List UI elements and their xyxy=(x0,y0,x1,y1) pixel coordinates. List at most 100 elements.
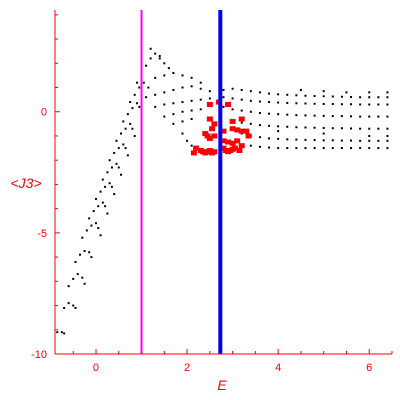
data-point xyxy=(368,147,371,150)
data-point xyxy=(368,103,371,106)
data-point xyxy=(331,127,334,130)
data-point xyxy=(154,76,157,79)
data-point xyxy=(211,121,218,127)
data-point xyxy=(181,74,184,77)
data-point xyxy=(322,102,325,105)
data-point xyxy=(386,134,389,137)
data-point xyxy=(211,133,218,139)
data-point xyxy=(135,81,138,84)
data-point xyxy=(110,166,113,169)
data-point xyxy=(163,103,166,106)
data-point xyxy=(211,149,218,155)
data-point xyxy=(350,103,353,106)
data-point xyxy=(67,285,70,288)
data-point xyxy=(120,132,123,135)
data-point xyxy=(350,127,353,130)
data-point xyxy=(135,102,138,105)
data-point xyxy=(286,147,289,150)
data-point xyxy=(181,110,184,113)
data-point xyxy=(322,132,325,135)
data-point xyxy=(90,224,93,227)
data-point xyxy=(115,139,118,142)
data-point xyxy=(190,85,193,88)
data-point xyxy=(234,138,241,144)
data-point xyxy=(240,98,243,101)
data-point xyxy=(238,128,245,134)
data-point xyxy=(249,122,252,125)
data-point xyxy=(340,115,343,118)
data-point xyxy=(208,90,211,93)
data-point xyxy=(88,251,91,254)
data-point xyxy=(72,277,75,280)
data-point xyxy=(350,115,353,118)
data-point xyxy=(108,182,111,185)
data-point xyxy=(277,137,280,140)
data-point xyxy=(231,145,238,151)
data-point xyxy=(234,127,241,133)
data-point xyxy=(377,96,380,99)
data-point xyxy=(313,102,316,105)
data-point xyxy=(76,273,79,276)
data-point xyxy=(110,185,113,188)
data-point xyxy=(206,116,213,122)
data-point xyxy=(377,147,380,150)
data-point xyxy=(147,86,150,89)
data-point xyxy=(231,108,234,111)
data-point xyxy=(268,92,271,95)
data-point xyxy=(97,227,100,230)
data-point xyxy=(108,159,111,162)
data-point xyxy=(90,256,93,259)
data-point xyxy=(133,93,136,96)
data-point xyxy=(277,113,280,116)
data-point xyxy=(386,147,389,150)
data-point xyxy=(304,94,307,97)
data-point xyxy=(322,90,325,93)
data-point xyxy=(368,91,371,94)
data-point xyxy=(386,127,389,130)
data-point xyxy=(340,103,343,106)
data-point xyxy=(209,126,216,132)
data-point xyxy=(377,127,380,130)
data-point xyxy=(94,197,97,200)
data-point xyxy=(163,91,166,94)
data-point xyxy=(94,222,97,225)
data-point xyxy=(368,134,371,137)
data-point xyxy=(113,151,116,154)
data-point xyxy=(129,101,132,104)
data-point xyxy=(154,105,157,108)
data-point xyxy=(124,127,127,130)
data-point xyxy=(145,96,148,99)
data-point xyxy=(240,121,243,124)
y-tick-label: 0 xyxy=(41,107,47,119)
data-point xyxy=(117,166,120,169)
data-point xyxy=(322,139,325,142)
data-point xyxy=(181,101,184,104)
data-point xyxy=(277,101,280,104)
data-point xyxy=(258,145,261,148)
data-point xyxy=(190,144,193,147)
data-point xyxy=(122,120,125,123)
data-point xyxy=(222,88,225,91)
data-point xyxy=(240,109,243,112)
data-point xyxy=(63,306,66,309)
data-point xyxy=(172,88,175,91)
data-point xyxy=(340,95,343,98)
data-point xyxy=(190,150,197,156)
data-point xyxy=(238,143,245,149)
data-point xyxy=(74,306,77,309)
data-point xyxy=(277,125,280,128)
data-point xyxy=(158,55,161,58)
data-point xyxy=(304,102,307,105)
data-point xyxy=(368,127,371,130)
data-point xyxy=(243,128,250,134)
data-point xyxy=(206,101,213,107)
series-0 xyxy=(56,42,389,335)
data-point xyxy=(286,113,289,116)
data-point xyxy=(229,140,236,146)
data-point xyxy=(124,147,127,150)
data-point xyxy=(295,94,298,97)
data-point xyxy=(249,110,252,113)
data-point xyxy=(181,120,184,123)
data-point xyxy=(240,88,243,91)
